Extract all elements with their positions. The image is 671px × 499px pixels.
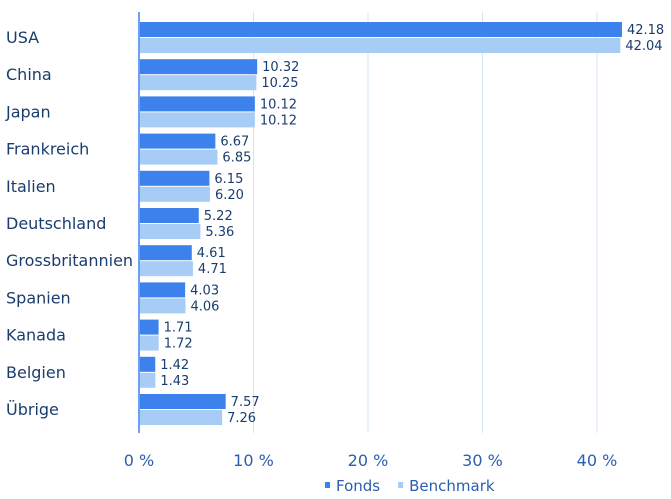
- value-label: 7.57: [231, 395, 260, 410]
- category-label: Belgien: [6, 363, 66, 382]
- x-tick-label: 20 %: [348, 451, 389, 470]
- x-axis-tick-labels: 0 % 10 % 20 % 30 % 40 %: [124, 451, 618, 470]
- bar-benchmark: [140, 335, 159, 351]
- bar-benchmark: [140, 298, 186, 314]
- value-label: 6.15: [214, 172, 243, 187]
- bar-fonds: [140, 356, 156, 372]
- category-label: Kanada: [6, 326, 66, 345]
- value-label: 6.20: [215, 188, 244, 203]
- category-label: Spanien: [6, 288, 71, 307]
- category-label: Deutschland: [6, 214, 106, 233]
- x-tick-label: 10 %: [233, 451, 274, 470]
- x-tick-label: 0 %: [124, 451, 154, 470]
- legend-swatch: [325, 482, 330, 488]
- value-label: 6.67: [220, 135, 249, 150]
- bar-benchmark: [140, 224, 201, 239]
- x-tick-label: 30 %: [462, 451, 503, 470]
- bar-fonds: [140, 96, 255, 112]
- bar-benchmark: [140, 75, 257, 91]
- bar-benchmark: [140, 38, 621, 53]
- bar-fonds: [140, 245, 192, 261]
- category-label: Übrige: [6, 400, 59, 419]
- bar-benchmark: [140, 112, 255, 128]
- value-label: 1.42: [160, 358, 189, 373]
- value-label: 1.43: [160, 374, 189, 389]
- value-label: 7.26: [227, 411, 256, 426]
- bar-fonds: [140, 59, 258, 75]
- value-label: 5.36: [205, 225, 234, 240]
- value-label: 4.71: [198, 262, 227, 277]
- bar-benchmark: [140, 186, 210, 202]
- bar-benchmark: [140, 149, 218, 165]
- x-tick-label: 40 %: [577, 451, 618, 470]
- value-label: 1.72: [164, 337, 193, 352]
- category-label: Italien: [6, 177, 56, 196]
- category-label: Japan: [5, 102, 51, 121]
- category-label: China: [6, 65, 52, 84]
- bar-benchmark: [140, 372, 156, 388]
- bars: [140, 22, 622, 425]
- value-label: 10.12: [260, 97, 297, 112]
- value-label: 4.06: [190, 299, 219, 314]
- value-label: 6.85: [222, 151, 251, 166]
- legend: Fonds Benchmark: [325, 477, 495, 495]
- category-labels: USA China Japan Frankreich Italien Deutschlan…: [5, 28, 133, 419]
- bar-benchmark: [140, 410, 223, 425]
- bar-fonds: [140, 208, 199, 223]
- bar-fonds: [140, 319, 159, 335]
- bar-fonds: [140, 22, 622, 37]
- bar-fonds: [140, 394, 226, 409]
- value-label: 4.03: [190, 283, 219, 298]
- bar-fonds: [140, 170, 210, 186]
- legend-swatch: [398, 482, 404, 488]
- bar-fonds: [140, 133, 216, 149]
- category-label: Grossbritannien: [6, 251, 133, 270]
- value-label: 42.18: [627, 23, 664, 38]
- legend-label: Benchmark: [409, 477, 495, 495]
- category-label: Frankreich: [6, 140, 89, 159]
- value-label: 4.61: [197, 246, 226, 261]
- category-label: USA: [6, 28, 39, 47]
- value-label: 10.12: [260, 113, 297, 128]
- legend-label: Fonds: [336, 477, 380, 495]
- value-label: 10.32: [262, 60, 299, 75]
- value-label: 1.71: [164, 321, 193, 336]
- value-label: 42.04: [625, 39, 662, 54]
- value-label: 10.25: [261, 76, 298, 91]
- bar-fonds: [140, 282, 186, 298]
- value-label: 5.22: [204, 209, 233, 224]
- bar-benchmark: [140, 261, 193, 277]
